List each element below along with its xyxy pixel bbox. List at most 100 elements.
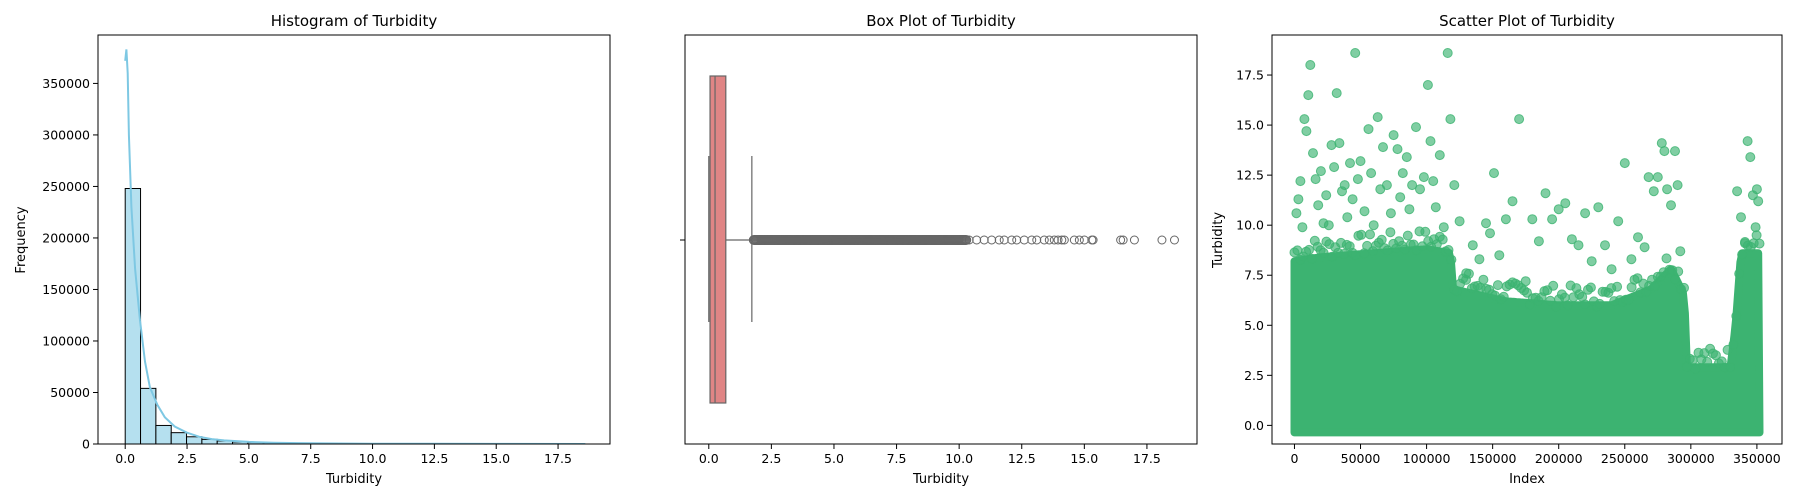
histogram-bar (170, 432, 188, 444)
scatter-point (1295, 176, 1306, 187)
scatter-point (1299, 114, 1310, 125)
histogram-kde (124, 49, 586, 444)
scatter-point (1586, 256, 1597, 267)
scatter-point (1478, 274, 1489, 285)
scatter-y-tick-label: 15.0 (1236, 118, 1264, 133)
scatter-point (1613, 216, 1624, 227)
scatter-point (1347, 194, 1358, 205)
histogram-y-tick-label: 350000 (42, 76, 90, 91)
scatter-point (1321, 190, 1332, 201)
scatter-x-tick-label: 250000 (1601, 451, 1649, 466)
histogram-plot-area (98, 35, 610, 444)
scatter-point (1385, 227, 1396, 238)
scatter-x-tick-label: 150000 (1469, 451, 1517, 466)
histogram-title: Histogram of Turbidity (271, 12, 438, 30)
scatter-point (1331, 88, 1342, 99)
scatter-point (1573, 240, 1584, 251)
scatter-point (1593, 202, 1604, 213)
scatter-point (1737, 249, 1748, 260)
scatter-point (1334, 138, 1345, 149)
scatter-point (1392, 144, 1403, 155)
scatter-point (1306, 253, 1317, 264)
histogram-axes-frame (97, 34, 611, 445)
scatter-point (1648, 186, 1659, 197)
scatter-point (1446, 254, 1457, 265)
scatter-point (1731, 311, 1742, 321)
flier-point (1074, 235, 1084, 245)
scatter-point (1418, 172, 1429, 183)
scatter-points (1289, 48, 1765, 437)
scatter-point (1661, 253, 1672, 264)
scatter-point (1751, 230, 1762, 241)
scatter-x-label: Index (1509, 472, 1545, 487)
scatter-y-ticks: 0.0 2.5 5.0 7.5 10.0 12.5 15.0 17.5 (1236, 68, 1272, 433)
boxplot-x-tick-label: 2.5 (761, 451, 781, 466)
boxplot-x-tick-label: 15.0 (1070, 451, 1098, 466)
scatter-point (1430, 202, 1441, 213)
histogram-y-ticks: 0 50000 100000 150000 200000 250000 300000 3500… (42, 76, 98, 452)
flier-point (1007, 235, 1017, 245)
scatter-point (1500, 214, 1511, 225)
flier-point (1088, 235, 1098, 245)
scatter-y-label: Turbidity (1211, 212, 1226, 269)
scatter-point (1520, 276, 1531, 287)
scatter-x-tick-label: 300000 (1667, 451, 1715, 466)
scatter-point (1420, 226, 1431, 237)
scatter-point (1291, 208, 1302, 219)
histogram-x-tick-label: 17.5 (544, 451, 572, 466)
histogram-y-tick-label: 250000 (42, 179, 90, 194)
scatter-point (1514, 114, 1525, 125)
scatter-point (1753, 196, 1764, 207)
scatter-point (1594, 298, 1605, 309)
histogram-bar (155, 424, 172, 444)
histogram-x-tick-label: 7.5 (301, 451, 321, 466)
scatter-point (1679, 282, 1689, 293)
scatter-point (1402, 230, 1413, 241)
scatter-point (1566, 234, 1577, 245)
scatter-x-tick-label: 50000 (1341, 451, 1381, 466)
scatter-point (1728, 339, 1739, 350)
scatter-point (1702, 356, 1713, 367)
scatter-point (1633, 232, 1643, 243)
scatter-point (1547, 214, 1558, 225)
scatter-point (1600, 240, 1610, 251)
scatter-point (1308, 148, 1318, 159)
histogram-x-tick-label: 10.0 (359, 451, 387, 466)
scatter-point (1304, 244, 1314, 255)
scatter-title: Scatter Plot of Turbidity (1439, 12, 1615, 30)
scatter-point (1562, 300, 1573, 311)
flier-point (962, 235, 972, 245)
flier-point (1129, 235, 1139, 245)
kde-curve (124, 49, 586, 444)
boxplot-marks (708, 75, 1179, 404)
scatter-y-tick-label: 0.0 (1244, 418, 1264, 433)
boxplot-x-tick-label: 17.5 (1133, 451, 1161, 466)
scatter-point (1449, 180, 1460, 191)
boxplot-x-tick-label: 0.0 (699, 451, 719, 466)
scatter-point (1404, 204, 1415, 215)
flier-point (1053, 235, 1063, 245)
scatter-point (1670, 146, 1680, 157)
scatter-point (1492, 280, 1503, 291)
scatter-point (1342, 212, 1353, 223)
scatter-point (1751, 184, 1762, 195)
histogram-bar (140, 387, 157, 444)
flier-point (1027, 235, 1037, 245)
scatter-point (1666, 200, 1676, 211)
scatter-point (1313, 200, 1324, 211)
scatter-point (1652, 172, 1663, 183)
scatter-point (1397, 168, 1408, 179)
scatter-point (1355, 156, 1366, 167)
scatter-point (1740, 238, 1750, 249)
scatter-point (1345, 158, 1355, 169)
scatter-point (1619, 158, 1630, 169)
boxplot-x-tick-label: 5.0 (824, 451, 844, 466)
histogram-y-label: Frequency (14, 206, 29, 273)
boxplot-title: Box Plot of Turbidity (866, 12, 1016, 30)
scatter-panel: 0 50000 100000 150000 200000 250000 300000 3500… (1211, 12, 1783, 487)
scatter-point (1485, 228, 1495, 239)
flier-point (1116, 235, 1126, 245)
scatter-point (1301, 126, 1312, 137)
scatter-point (1437, 234, 1448, 245)
scatter-point (1745, 152, 1756, 163)
